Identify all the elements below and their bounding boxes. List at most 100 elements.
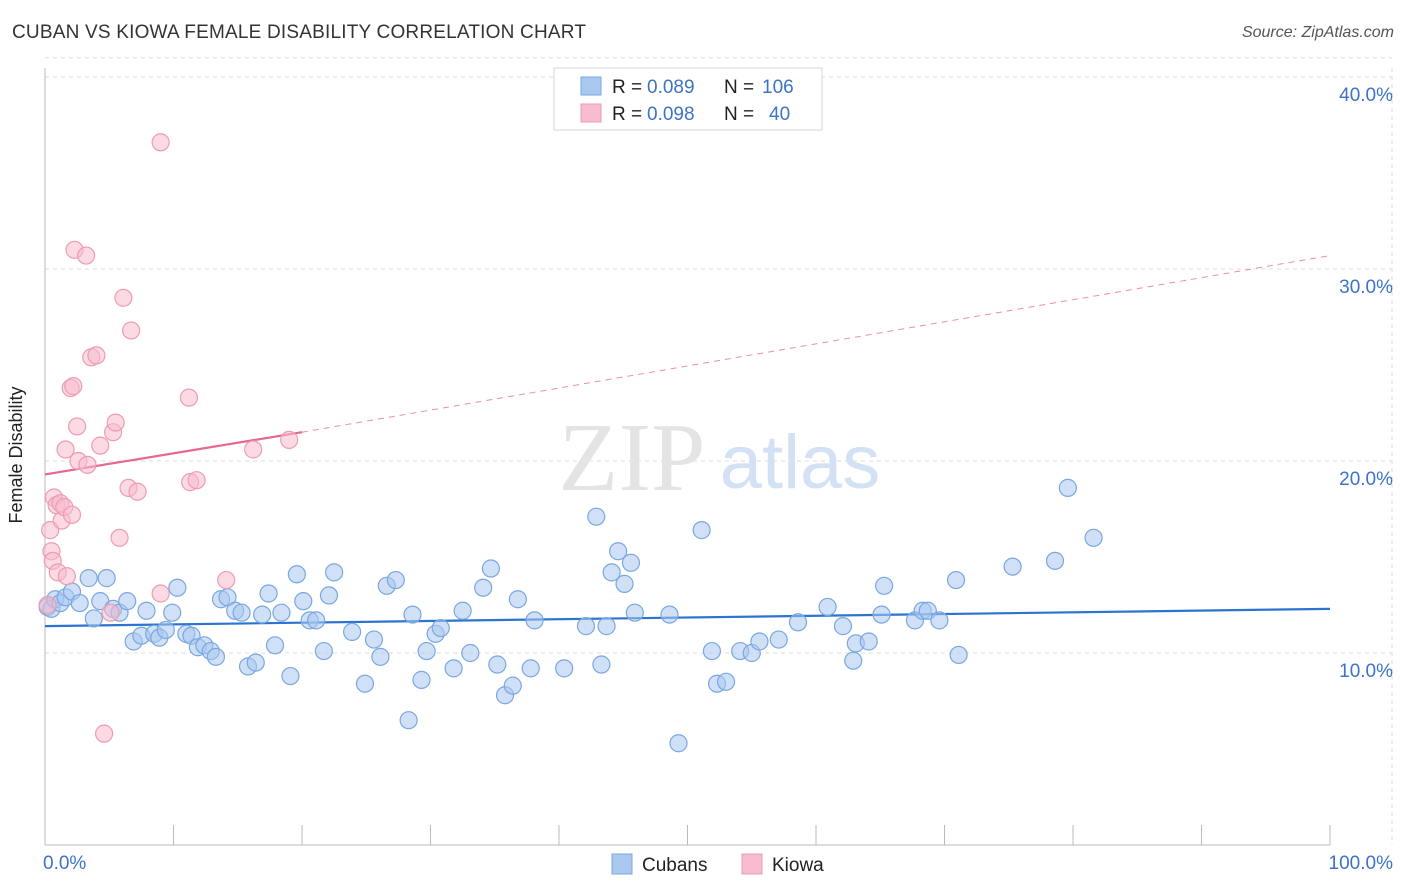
cubans-point xyxy=(272,603,291,622)
cubans-point xyxy=(232,603,251,622)
cubans-point xyxy=(609,542,628,561)
cubans-point xyxy=(355,674,375,693)
cubans-point xyxy=(253,605,272,624)
cubans-point xyxy=(692,521,711,540)
kiowa-point xyxy=(78,455,97,474)
cubans-point xyxy=(371,647,390,666)
legend-r-value: 0.098 xyxy=(647,104,695,125)
kiowa-point xyxy=(244,440,263,459)
cubans-point xyxy=(206,647,226,666)
cubans-point xyxy=(259,584,278,603)
kiowa-point xyxy=(151,584,170,603)
kiowa-point xyxy=(64,377,83,396)
y-tick-label: 10.0% xyxy=(1339,661,1393,682)
legend-label-kiowa: Kiowa xyxy=(772,855,824,876)
watermark: ZIP atlas xyxy=(559,404,881,512)
cubans-point xyxy=(156,620,175,640)
series-legend: Cubans Kiowa xyxy=(611,853,824,876)
kiowa-point xyxy=(87,346,106,365)
source-label: Source: ZipAtlas.com xyxy=(1241,24,1394,41)
cubans-point xyxy=(1084,528,1103,547)
watermark-atlas: atlas xyxy=(720,420,881,505)
cubans-point xyxy=(750,632,769,651)
cubans-point xyxy=(403,605,422,624)
legend-swatch-cubans xyxy=(611,853,633,875)
cubans-point xyxy=(118,592,137,611)
cubans-point xyxy=(597,617,616,636)
cubans-point xyxy=(844,651,863,670)
kiowa-point xyxy=(128,482,147,501)
chart-title: CUBAN VS KIOWA FEMALE DISABILITY CORRELA… xyxy=(12,22,587,43)
kiowa-point xyxy=(57,567,76,586)
cubans-point xyxy=(364,630,384,649)
cubans-point xyxy=(660,605,679,624)
cubans-point xyxy=(137,601,156,620)
legend-n-label: N = xyxy=(724,77,754,98)
legend-swatch-pink xyxy=(580,103,602,123)
cubans-point xyxy=(417,641,436,661)
cubans-point xyxy=(163,603,182,622)
y-tick-label: 20.0% xyxy=(1339,469,1393,490)
cubans-point xyxy=(79,569,98,588)
cubans-point xyxy=(474,578,493,597)
cubans-point xyxy=(70,593,89,613)
cubans-point xyxy=(1045,551,1065,570)
cubans-point xyxy=(246,653,265,672)
legend-n-label: N = xyxy=(724,104,754,125)
cubans-point xyxy=(168,578,187,597)
cubans-point xyxy=(587,507,606,526)
cubans-point xyxy=(444,659,463,678)
tick-labels: 10.0% 20.0% 30.0% 40.0% 0.0% 100.0% xyxy=(43,85,1393,874)
kiowa-point xyxy=(91,436,110,455)
cubans-point xyxy=(399,711,418,730)
cubans-point xyxy=(592,655,611,674)
cubans-point xyxy=(555,659,574,678)
cubans-point xyxy=(615,574,634,593)
legend-label-cubans: Cubans xyxy=(642,855,708,876)
cubans-point xyxy=(503,676,522,695)
cubans-point xyxy=(833,617,853,636)
cubans-point xyxy=(481,559,500,578)
cubans-point xyxy=(621,553,641,572)
cubans-point xyxy=(386,570,405,590)
cubans-point xyxy=(769,630,788,649)
kiowa-point xyxy=(56,440,75,459)
cubans-point xyxy=(946,570,966,590)
cubans-point xyxy=(281,666,300,686)
kiowa-point xyxy=(77,246,96,265)
kiowa-point xyxy=(121,321,141,340)
legend-n-value: 106 xyxy=(762,77,794,98)
axes xyxy=(44,68,1331,846)
legend-r-label: R = xyxy=(612,77,642,98)
cubans-point xyxy=(319,586,339,605)
x-tick-label: 100.0% xyxy=(1329,853,1394,874)
cubans-point xyxy=(412,670,431,689)
watermark-zip: ZIP xyxy=(559,404,706,512)
cubans-point xyxy=(875,576,894,595)
cubans-point xyxy=(521,659,540,678)
cubans-point xyxy=(625,603,644,622)
y-tick-label: 40.0% xyxy=(1339,85,1393,106)
cubans-point xyxy=(453,601,472,620)
legend-r-label: R = xyxy=(612,104,642,125)
kiowa-point xyxy=(151,133,170,152)
x-tick-label: 0.0% xyxy=(43,853,86,874)
cubans-point xyxy=(84,609,103,628)
legend-r-value: 0.089 xyxy=(647,77,695,98)
legend-n-value: 40 xyxy=(769,104,790,125)
cubans-point xyxy=(576,617,596,636)
correlation-legend: R = 0.089 N = 106 R = 0.098 N = 40 xyxy=(553,67,823,131)
cubans-point xyxy=(872,605,891,624)
cubans-point xyxy=(307,611,326,630)
cubans-point xyxy=(1058,478,1077,497)
legend-swatch-kiowa xyxy=(741,853,763,875)
kiowa-point xyxy=(106,413,125,432)
cubans-trend-line xyxy=(44,607,1331,628)
kiowa-point xyxy=(95,724,114,743)
data-points xyxy=(38,133,1103,753)
kiowa-point xyxy=(179,388,199,407)
cubans-point xyxy=(716,672,736,691)
cubans-point xyxy=(461,643,480,663)
cubans-point xyxy=(294,592,313,611)
